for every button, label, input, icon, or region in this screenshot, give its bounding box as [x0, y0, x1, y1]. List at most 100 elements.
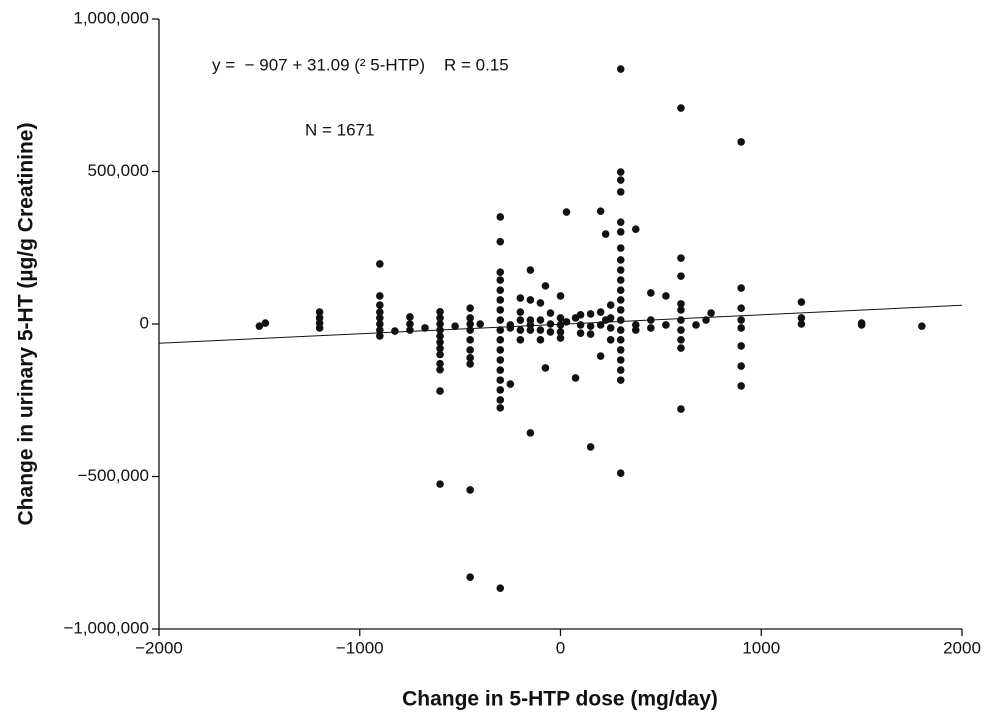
- point: [571, 374, 580, 382]
- point: [606, 336, 615, 344]
- y-axis-title: Change in urinary 5-HT (µg/g Creatinine): [15, 123, 38, 526]
- point: [496, 346, 505, 354]
- point: [436, 387, 444, 395]
- point: [596, 321, 605, 329]
- point: [496, 276, 505, 284]
- point: [677, 336, 685, 344]
- point: [406, 326, 414, 334]
- point: [692, 321, 700, 329]
- point: [677, 272, 685, 280]
- point: [466, 320, 474, 328]
- point: [576, 321, 585, 329]
- point: [616, 276, 625, 284]
- point: [546, 309, 555, 317]
- point: [516, 308, 525, 316]
- point: [376, 326, 384, 334]
- point: [436, 326, 444, 334]
- point: [516, 336, 525, 344]
- point: [616, 188, 625, 196]
- point: [616, 336, 625, 344]
- point: [516, 294, 525, 302]
- point: [737, 316, 745, 324]
- point: [436, 332, 444, 341]
- point: [541, 282, 550, 290]
- point: [536, 336, 545, 344]
- point: [631, 225, 640, 233]
- point: [596, 352, 605, 360]
- point: [376, 301, 384, 309]
- point: [496, 316, 505, 324]
- point: [562, 208, 571, 216]
- point: [647, 324, 655, 332]
- point: [677, 104, 685, 112]
- point: [596, 308, 605, 316]
- y-tick-label: 1,000,000: [73, 8, 149, 27]
- point: [616, 218, 625, 226]
- point: [616, 256, 625, 264]
- point: [261, 319, 270, 327]
- n-annotation: N = 1671: [305, 120, 374, 139]
- point: [606, 324, 615, 332]
- point: [526, 326, 535, 334]
- point: [677, 306, 685, 314]
- point: [536, 299, 545, 307]
- point: [647, 289, 655, 297]
- x-axis-title: Change in 5-HTP dose (mg/day): [402, 688, 718, 711]
- x-tick-label: −2000: [135, 638, 183, 657]
- point: [737, 382, 745, 390]
- point: [616, 356, 625, 364]
- point: [707, 309, 715, 317]
- point: [496, 396, 505, 404]
- point: [496, 296, 505, 304]
- point: [436, 338, 444, 347]
- point: [797, 314, 806, 322]
- point: [496, 268, 505, 276]
- point: [376, 292, 384, 300]
- point: [737, 324, 745, 332]
- point: [586, 330, 595, 338]
- point: [506, 324, 515, 332]
- point: [677, 254, 685, 262]
- point: [616, 228, 625, 236]
- point: [376, 308, 384, 316]
- point: [406, 320, 414, 328]
- point: [496, 386, 505, 394]
- point: [616, 266, 625, 274]
- point: [506, 380, 515, 388]
- point: [466, 346, 474, 354]
- point: [737, 304, 745, 312]
- point: [677, 300, 685, 308]
- point: [391, 327, 399, 335]
- point: [797, 320, 806, 328]
- point: [496, 404, 505, 412]
- point: [556, 334, 565, 342]
- point: [596, 207, 605, 215]
- point: [436, 350, 444, 359]
- point: [436, 320, 444, 328]
- point: [556, 292, 565, 300]
- point: [526, 296, 535, 304]
- point: [918, 322, 926, 330]
- y-tick-label: −1,000,000: [63, 618, 149, 637]
- point: [436, 480, 444, 488]
- point: [526, 266, 535, 274]
- point: [496, 306, 505, 314]
- point: [556, 328, 565, 336]
- y-tick-label: 500,000: [88, 161, 149, 180]
- point: [586, 322, 595, 330]
- x-tick-label: 1000: [742, 638, 780, 657]
- point: [496, 213, 505, 221]
- point: [606, 314, 615, 322]
- point: [541, 364, 550, 372]
- point: [737, 284, 745, 292]
- point: [616, 65, 625, 73]
- point: [496, 366, 505, 374]
- point: [436, 359, 444, 368]
- point: [466, 354, 474, 362]
- point: [662, 321, 670, 329]
- point: [562, 318, 571, 326]
- point: [466, 486, 474, 494]
- point: [466, 336, 474, 344]
- point: [255, 322, 264, 330]
